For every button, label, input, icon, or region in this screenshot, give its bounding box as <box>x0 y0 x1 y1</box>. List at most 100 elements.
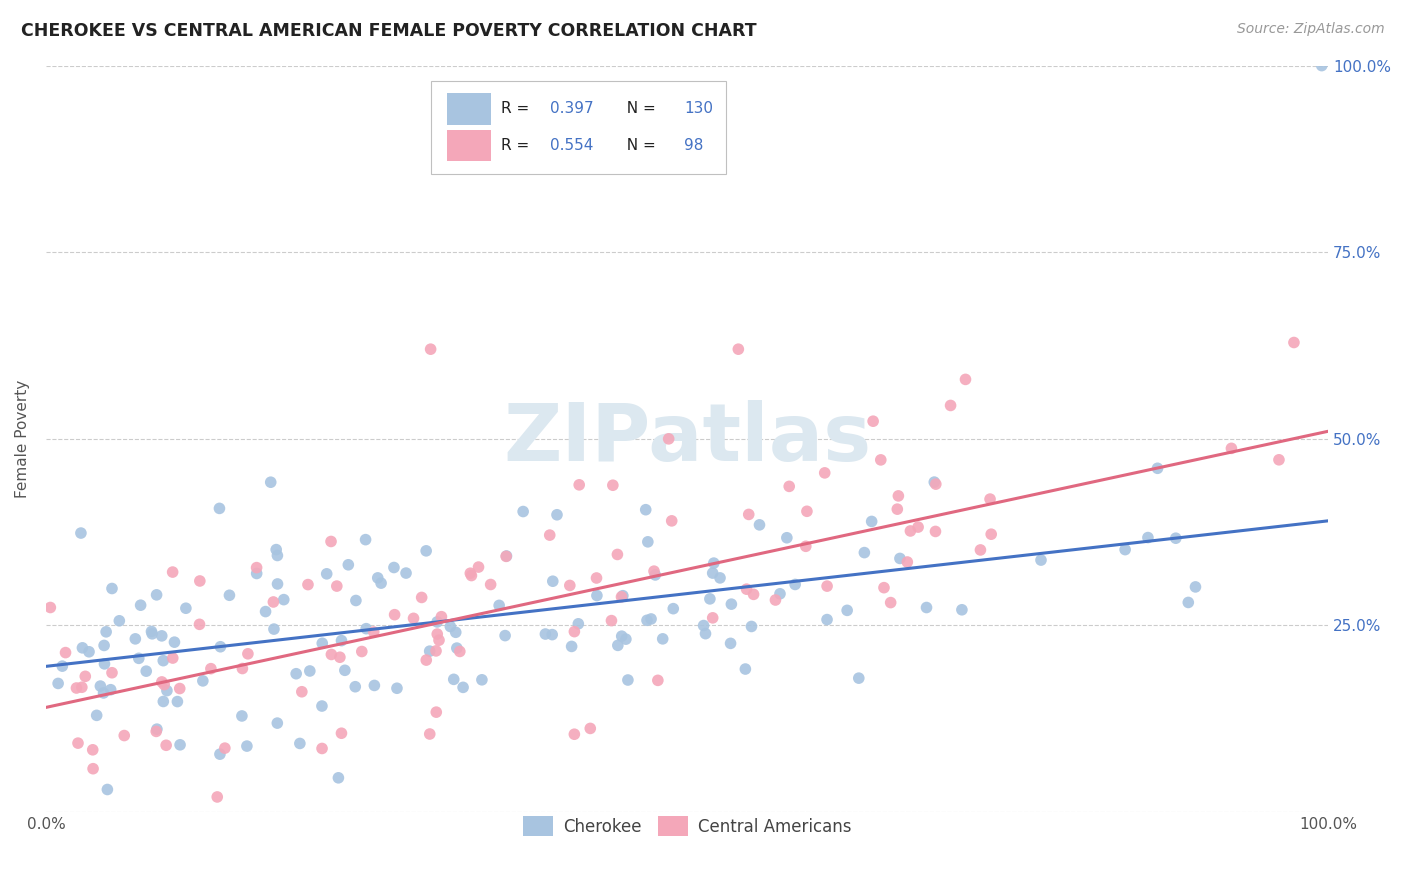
Point <box>610 629 633 643</box>
Point <box>837 603 859 617</box>
Point <box>426 615 449 629</box>
Point <box>692 618 714 632</box>
Point <box>262 595 284 609</box>
Point <box>606 639 628 653</box>
Point <box>425 705 447 719</box>
Point <box>1268 452 1291 467</box>
Point <box>207 789 229 804</box>
Point <box>955 372 977 386</box>
Point <box>236 739 259 753</box>
Point <box>950 603 973 617</box>
Point <box>288 736 311 750</box>
Point <box>367 571 389 585</box>
Point <box>419 342 441 356</box>
Point <box>785 577 807 591</box>
Point <box>266 577 288 591</box>
Point <box>382 560 405 574</box>
Point <box>169 681 191 696</box>
Point <box>541 627 564 641</box>
Point <box>188 617 211 632</box>
Point <box>778 479 800 493</box>
Point <box>326 579 349 593</box>
Point <box>860 515 883 529</box>
Point <box>658 432 681 446</box>
Point <box>534 627 557 641</box>
Point <box>815 613 838 627</box>
Point <box>538 528 561 542</box>
Point <box>776 531 799 545</box>
Point <box>879 596 901 610</box>
Point <box>350 644 373 658</box>
Point <box>915 600 938 615</box>
Point <box>75 669 97 683</box>
Point <box>214 741 236 756</box>
Point <box>100 682 122 697</box>
Point <box>55 646 77 660</box>
Point <box>769 587 792 601</box>
Text: N =: N = <box>617 102 661 116</box>
Point <box>145 724 167 739</box>
Point <box>564 727 586 741</box>
Text: 130: 130 <box>685 102 713 116</box>
Point <box>460 568 482 582</box>
Point <box>561 640 583 654</box>
Point <box>585 571 607 585</box>
Point <box>46 676 69 690</box>
Point <box>344 593 367 607</box>
Point <box>602 478 624 492</box>
Point <box>451 681 474 695</box>
Point <box>273 592 295 607</box>
Point <box>426 627 449 641</box>
Text: ZIPatlas: ZIPatlas <box>503 400 872 478</box>
Point <box>82 743 104 757</box>
Point <box>86 708 108 723</box>
Point <box>208 501 231 516</box>
Point <box>321 648 343 662</box>
Point <box>70 680 93 694</box>
Text: Source: ZipAtlas.com: Source: ZipAtlas.com <box>1237 22 1385 37</box>
Point <box>188 574 211 588</box>
Point <box>1310 59 1333 73</box>
Point <box>896 555 918 569</box>
Text: R =: R = <box>501 138 534 153</box>
Point <box>439 619 461 633</box>
Point <box>720 636 742 650</box>
Point <box>93 686 115 700</box>
Point <box>39 600 62 615</box>
Point <box>128 651 150 665</box>
Point <box>735 582 758 597</box>
Point <box>333 663 356 677</box>
Point <box>96 782 118 797</box>
Point <box>541 574 564 589</box>
Point <box>600 614 623 628</box>
Point <box>266 549 288 563</box>
Point <box>869 453 891 467</box>
Point <box>815 579 838 593</box>
Point <box>153 677 176 691</box>
Point <box>636 613 658 627</box>
Point <box>285 666 308 681</box>
FancyBboxPatch shape <box>430 80 725 174</box>
Point <box>291 685 314 699</box>
Point <box>748 517 770 532</box>
Point <box>727 342 749 356</box>
Point <box>329 650 352 665</box>
Point <box>634 502 657 516</box>
Point <box>444 625 467 640</box>
Point <box>354 622 377 636</box>
Point <box>720 597 742 611</box>
Point <box>738 508 761 522</box>
Point <box>72 640 94 655</box>
Point <box>363 625 385 640</box>
Point <box>564 624 586 639</box>
Point <box>1184 580 1206 594</box>
Point <box>703 556 725 570</box>
Point <box>853 546 876 560</box>
Point <box>328 771 350 785</box>
Point <box>89 679 111 693</box>
Point <box>546 508 568 522</box>
Point <box>1029 553 1052 567</box>
Point <box>488 599 510 613</box>
Point <box>370 576 392 591</box>
Point <box>662 601 685 615</box>
